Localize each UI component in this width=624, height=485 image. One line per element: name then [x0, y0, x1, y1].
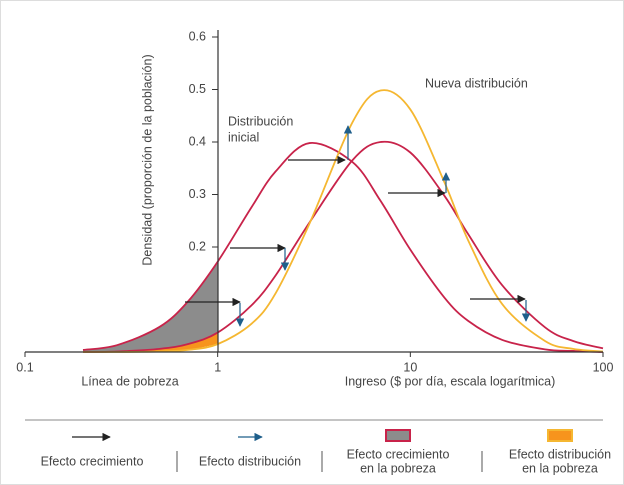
x-tick-label: 0.1 — [16, 360, 33, 374]
growth-arrows — [185, 155, 526, 307]
annotation: inicial — [228, 130, 259, 144]
legend-separators — [176, 451, 483, 472]
x-tick-label: 1 — [214, 360, 221, 374]
y-axis-label: Densidad (proporción de la población) — [140, 54, 154, 265]
legend-label: en la pobreza — [522, 461, 598, 475]
x-axis-label: Ingreso ($ por día, escala logarítmica) — [345, 374, 556, 388]
annotation: Nueva distribución — [425, 76, 528, 90]
x-tick-label: 100 — [593, 360, 614, 374]
y-tick-label: 0.2 — [189, 239, 206, 253]
distribution-arrows — [235, 125, 531, 327]
legend-label: Efecto crecimiento — [41, 454, 144, 468]
density-curve — [82, 89, 604, 353]
annotation: Distribución — [228, 114, 293, 128]
legend-label: Efecto crecimiento — [347, 447, 450, 461]
poverty-area — [82, 332, 218, 353]
y-tick-label: 0.3 — [189, 187, 206, 201]
poverty-line-label: Línea de pobreza — [81, 374, 178, 388]
y-tick-label: 0.6 — [189, 29, 206, 43]
poverty-area — [82, 261, 218, 352]
x-tick-label: 10 — [403, 360, 417, 374]
legend-label: Efecto distribución — [509, 447, 611, 461]
density-curve — [82, 140, 604, 353]
density-curve — [82, 142, 604, 353]
legend-label: Efecto distribución — [199, 454, 301, 468]
legend-distribution-poverty-key — [547, 429, 573, 442]
y-tick-label: 0.5 — [189, 82, 206, 96]
legend-growth-poverty-key — [385, 429, 411, 442]
legend-label: en la pobreza — [360, 461, 436, 475]
y-tick-label: 0.4 — [189, 134, 206, 148]
